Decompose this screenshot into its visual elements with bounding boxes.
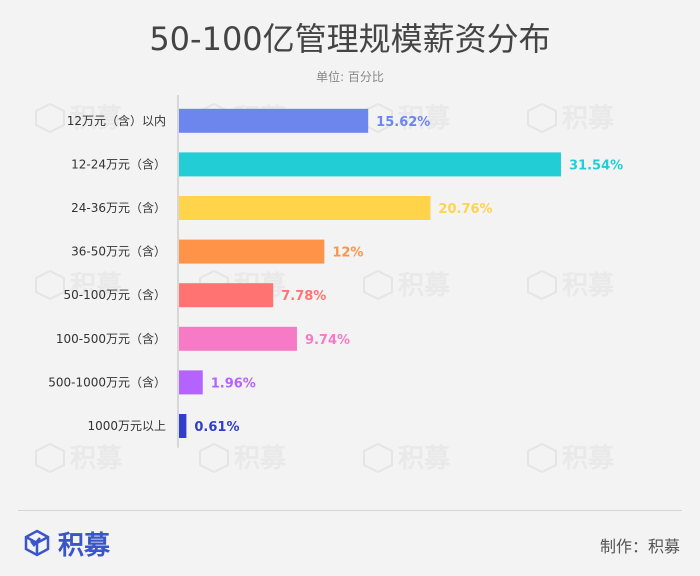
watermark: 积募	[363, 442, 451, 474]
watermark: 积募	[35, 102, 123, 134]
value-label: 31.54%	[569, 158, 623, 173]
watermark: 积募	[35, 269, 123, 301]
svg-text:积募: 积募	[398, 444, 451, 474]
category-label: 12万元（含）以内	[67, 113, 166, 128]
value-label: 15.62%	[376, 115, 430, 130]
svg-text:积募: 积募	[398, 271, 451, 301]
category-label: 100-500万元（含）	[56, 331, 166, 346]
svg-text:积募: 积募	[562, 271, 615, 301]
bar-5	[179, 326, 297, 351]
svg-text:积募: 积募	[70, 271, 123, 301]
value-label: 20.76%	[438, 202, 492, 217]
watermark: 积募	[527, 269, 615, 301]
category-label: 12-24万元（含）	[71, 156, 166, 171]
value-label: 9.74%	[305, 333, 350, 348]
footer-divider	[18, 510, 682, 511]
bars-group: 12万元（含）以内 15.62% 12-24万元（含） 31.54% 24-36万元（含…	[48, 108, 623, 438]
value-label: 12%	[332, 246, 363, 261]
watermark: 积募	[363, 269, 451, 301]
svg-text:积募: 积募	[70, 444, 123, 474]
brand-name: 积募	[58, 530, 111, 561]
category-label: 500-1000万元（含）	[48, 374, 166, 389]
category-label: 36-50万元（含）	[71, 244, 166, 259]
svg-text:积募: 积募	[234, 444, 287, 474]
brand-logo: 积募	[22, 526, 111, 561]
category-label: 24-36万元（含）	[71, 200, 166, 215]
bar-3	[179, 239, 325, 264]
unit-subtitle: 单位: 百分比	[316, 70, 384, 84]
watermark: 积募	[527, 102, 615, 134]
category-label: 1000万元以上	[87, 419, 166, 433]
value-label: 0.61%	[194, 420, 239, 435]
watermark: 积募	[527, 442, 615, 474]
bar-2	[179, 196, 431, 220]
brand-cube-icon	[24, 529, 50, 557]
bar-chart: 积募积募积募积募积募积募积募积募积募积募积募积募 12万元（含）以内15.62%…	[35, 95, 623, 474]
svg-text:积募: 积募	[562, 104, 615, 134]
svg-text:积募: 积募	[398, 104, 451, 134]
bar-6	[179, 370, 203, 395]
svg-text:积募: 积募	[562, 444, 615, 474]
bar-4	[179, 283, 274, 308]
value-label: 1.96%	[211, 376, 256, 391]
category-label: 50-100万元（含）	[63, 287, 166, 302]
svg-text:积募: 积募	[70, 104, 123, 134]
bar-1	[179, 152, 561, 177]
credit-text: 制作：积募	[599, 537, 680, 556]
watermark: 积募	[199, 442, 287, 474]
chart-title: 50-100亿管理规模薪资分布	[149, 20, 551, 58]
bar-0	[179, 108, 369, 133]
bar-7	[179, 414, 187, 438]
value-label: 7.78%	[281, 289, 326, 304]
watermark: 积募	[35, 442, 123, 474]
